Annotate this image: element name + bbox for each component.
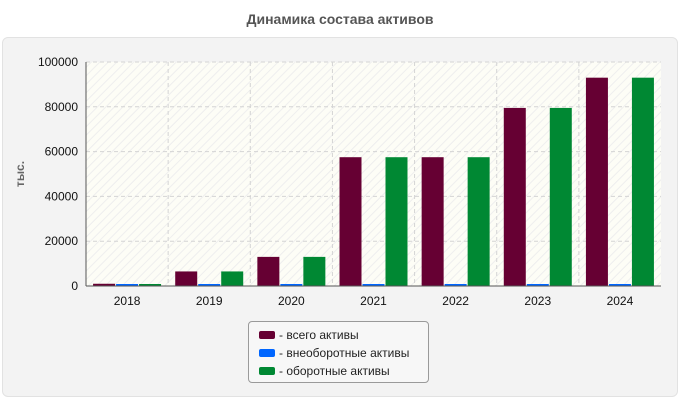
legend: - всего активы - внеоборотные активы - о… [248, 321, 429, 383]
bar-2023-series-1 [503, 107, 526, 286]
bar-2023-series-3 [549, 107, 572, 286]
chart-title: Динамика состава активов [246, 11, 434, 27]
bar-2021-series-3 [385, 157, 408, 286]
bar-2022-series-2 [444, 284, 467, 286]
y-tick-label: 100000 [38, 55, 78, 69]
legend-label-noncurrent: - внеоборотные активы [279, 346, 410, 360]
legend-item-total: - всего активы [259, 326, 428, 344]
x-tick-label: 2023 [524, 294, 551, 308]
legend-swatch-total [259, 331, 275, 339]
x-tick-label: 2020 [278, 294, 305, 308]
bar-2019-series-3 [221, 271, 244, 286]
legend-swatch-noncurrent [259, 349, 275, 357]
legend-item-current: - оборотные активы [259, 362, 428, 380]
y-tick-label: 40000 [45, 189, 79, 203]
y-axis-label: тыс. [13, 161, 27, 187]
bar-2018-series-3 [139, 284, 162, 286]
x-tick-label: 2019 [196, 294, 223, 308]
bar-2019-series-1 [175, 271, 198, 286]
bar-2024-series-3 [631, 77, 654, 287]
legend-swatch-current [259, 367, 275, 375]
bar-2018-series-1 [93, 283, 116, 286]
x-tick-label: 2021 [360, 294, 387, 308]
bar-2021-series-1 [339, 157, 362, 286]
x-tick-label: 2022 [442, 294, 469, 308]
bar-2022-series-3 [467, 157, 490, 286]
bar-2021-series-2 [362, 284, 385, 286]
bar-2024-series-2 [608, 284, 631, 286]
y-tick-label: 80000 [45, 100, 79, 114]
x-tick-label: 2024 [607, 294, 634, 308]
y-tick-label: 20000 [45, 234, 79, 248]
x-tick-label: 2018 [114, 294, 141, 308]
plot-area [86, 62, 661, 286]
bar-2023-series-2 [526, 284, 549, 286]
bar-2020-series-3 [303, 256, 326, 286]
bar-2024-series-1 [585, 77, 608, 287]
y-tick-label: 60000 [45, 145, 79, 159]
bar-2022-series-1 [421, 157, 444, 286]
legend-label-current: - оборотные активы [279, 364, 390, 378]
legend-label-total: - всего активы [279, 328, 359, 342]
y-tick-label: 0 [71, 279, 78, 293]
bar-2018-series-2 [116, 284, 139, 286]
bar-2020-series-1 [257, 256, 280, 286]
legend-item-noncurrent: - внеоборотные активы [259, 344, 428, 362]
bar-2019-series-2 [198, 284, 221, 286]
bar-2020-series-2 [280, 284, 303, 286]
